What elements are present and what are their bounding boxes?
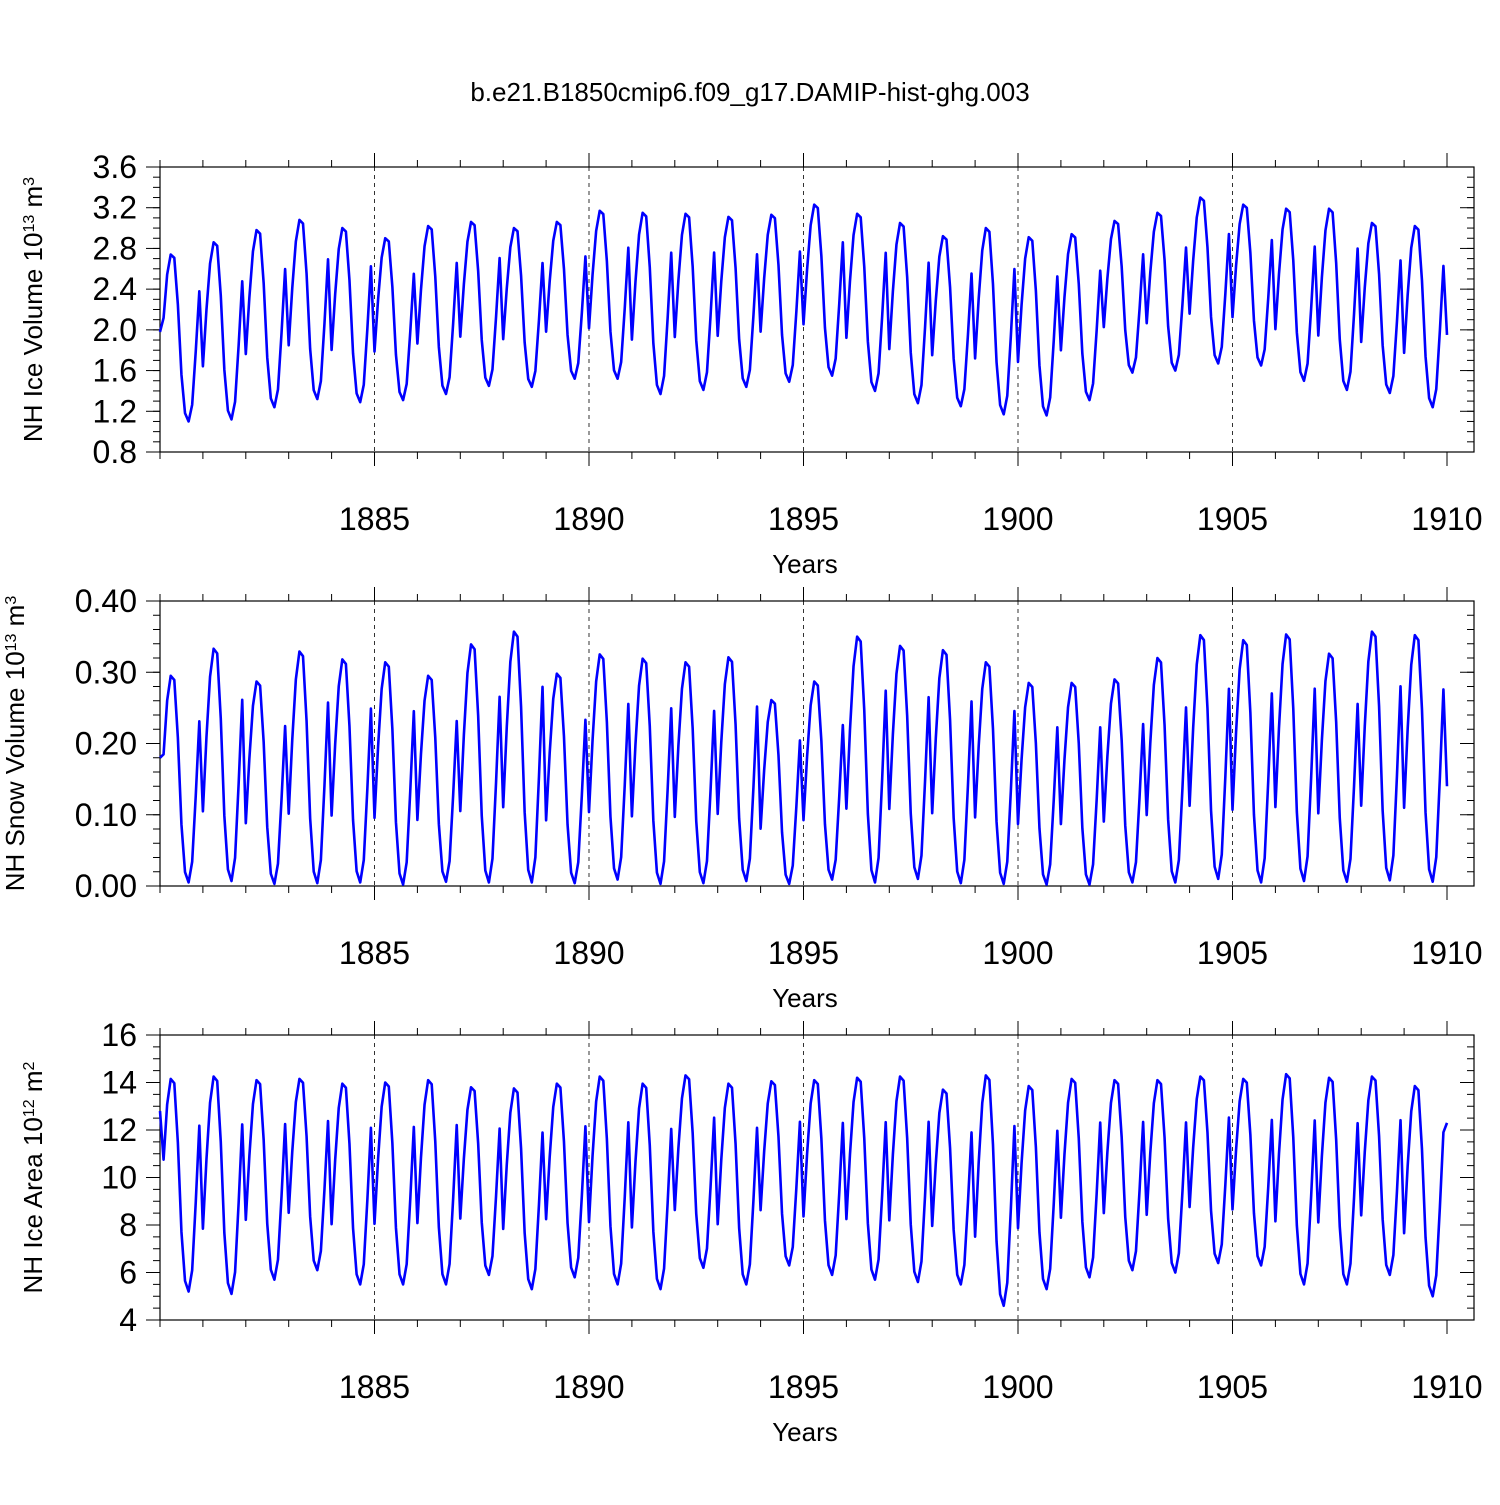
x-tick-label: 1895 xyxy=(768,501,839,537)
panel-2: 1885 1890 1895 1900 1905 1910 Years 0.00 0.10 0.2… xyxy=(0,583,1483,1013)
y-axis-label-superscript: 2 xyxy=(21,1061,38,1070)
x-tick-label: 1890 xyxy=(553,935,624,971)
x-tick-label: 1910 xyxy=(1411,501,1482,537)
x-tick-label: 1900 xyxy=(982,1369,1053,1405)
y-tick-label: 3.6 xyxy=(93,149,137,185)
x-tick-label: 1900 xyxy=(982,935,1053,971)
x-tick-label: 1895 xyxy=(768,935,839,971)
y-axis-label: NH Ice Volume 1013 m3 xyxy=(18,177,48,442)
series-line-3 xyxy=(158,1072,1449,1308)
y-axis-label-superscript: 13 xyxy=(3,633,20,651)
y-tick-label: 16 xyxy=(101,1017,137,1053)
x-axis-label: Years xyxy=(772,1417,838,1447)
x-axis-label: Years xyxy=(772,983,838,1013)
x-tick-label: 1885 xyxy=(339,935,410,971)
y-axis-label: NH Snow Volume 1013 m3 xyxy=(0,596,30,892)
y-axis-label-part: m xyxy=(18,1070,48,1099)
y-axis-label-part: NH Snow Volume 10 xyxy=(0,651,30,891)
y-tick-label: 14 xyxy=(101,1065,137,1101)
x-tick-label: 1900 xyxy=(982,501,1053,537)
figure-title: b.e21.B1850cmip6.f09_g17.DAMIP-hist-ghg.… xyxy=(470,77,1029,107)
y-axis-label-part: m xyxy=(18,186,48,215)
y-axis-label-part: NH Ice Area 10 xyxy=(18,1117,48,1293)
y-tick-label: 6 xyxy=(119,1255,137,1291)
y-tick-label: 0.40 xyxy=(75,583,137,619)
series-line-2 xyxy=(159,630,1449,886)
panel-3: 1885 1890 1895 1900 1905 1910 Years 4 6 8 10 12 14 16… xyxy=(18,1017,1483,1447)
y-tick-label: 0.30 xyxy=(75,654,137,690)
y-tick-label: 0.00 xyxy=(75,868,137,904)
x-tick-label: 1910 xyxy=(1411,935,1482,971)
y-tick-label: 0.10 xyxy=(75,797,137,833)
y-tick-label: 8 xyxy=(119,1207,137,1243)
y-tick-label: 10 xyxy=(101,1160,137,1196)
y-tick-label: 1.2 xyxy=(93,393,137,429)
y-axis-label-part: m xyxy=(0,605,30,634)
series-line-1 xyxy=(158,196,1449,423)
x-tick-label: 1890 xyxy=(553,501,624,537)
x-tick-label: 1885 xyxy=(339,1369,410,1405)
plot-frame xyxy=(159,600,1475,887)
y-tick-label: 2.4 xyxy=(93,271,137,307)
x-axis-label: Years xyxy=(772,549,838,579)
y-tick-label: 1.6 xyxy=(93,353,137,389)
y-axis-label-part: NH Ice Volume 10 xyxy=(18,233,48,443)
y-axis-label-superscript: 3 xyxy=(3,596,20,605)
y-axis-label-superscript: 12 xyxy=(21,1099,38,1117)
panel-1: 1885 1890 1895 1900 1905 1910 Years 0.8 1.2 1.6 2.… xyxy=(18,149,1483,579)
x-tick-label: 1910 xyxy=(1411,1369,1482,1405)
y-tick-label: 2.0 xyxy=(93,312,137,348)
x-tick-label: 1905 xyxy=(1197,935,1268,971)
x-tick-label: 1905 xyxy=(1197,501,1268,537)
y-tick-label: 2.8 xyxy=(93,230,137,266)
y-tick-label: 12 xyxy=(101,1112,137,1148)
y-tick-label: 4 xyxy=(119,1302,137,1338)
y-axis-label-superscript: 3 xyxy=(21,177,38,186)
x-tick-label: 1885 xyxy=(339,501,410,537)
x-tick-label: 1890 xyxy=(553,1369,624,1405)
y-axis-label: NH Ice Area 1012 m2 xyxy=(18,1061,48,1293)
y-tick-label: 0.20 xyxy=(75,726,137,762)
x-tick-label: 1895 xyxy=(768,1369,839,1405)
y-tick-label: 3.2 xyxy=(93,190,137,226)
y-axis-label-superscript: 13 xyxy=(21,215,38,233)
y-tick-label: 0.8 xyxy=(93,434,137,470)
x-tick-label: 1905 xyxy=(1197,1369,1268,1405)
